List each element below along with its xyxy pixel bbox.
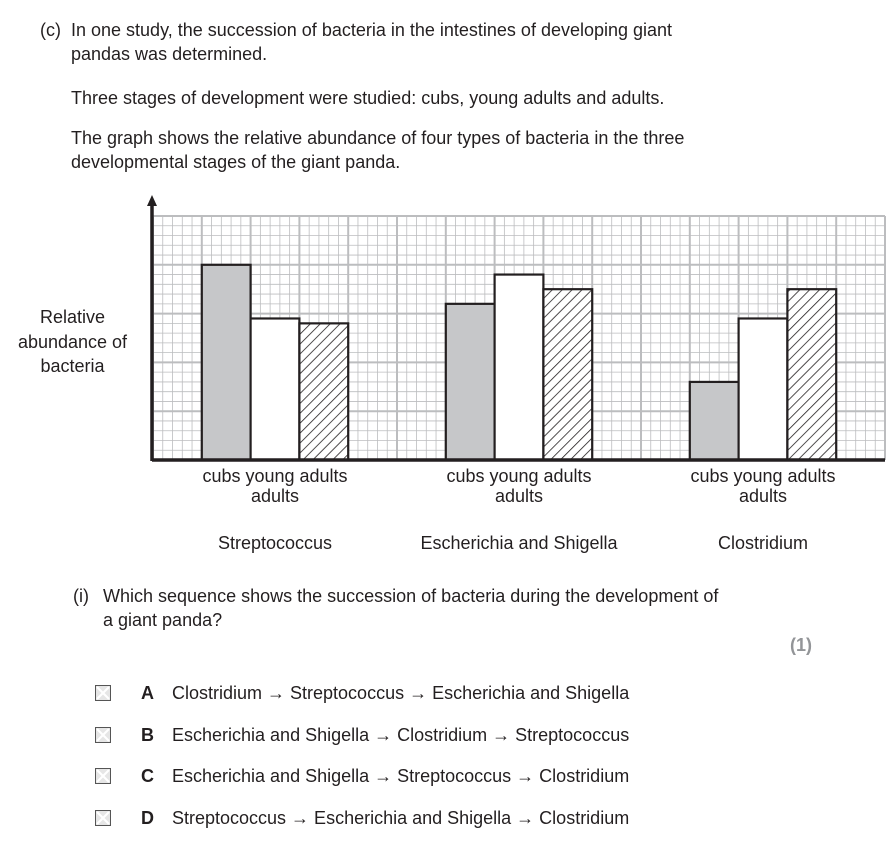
y-axis-label: Relative abundance of bacteria <box>0 305 145 379</box>
bar-adults <box>542 288 594 462</box>
option-letter: B <box>141 725 154 745</box>
stages-text: Three stages of development were studied… <box>71 88 665 108</box>
stage-labels-line-2: adults <box>250 486 300 506</box>
option-text: Clostridium → Streptococcus → Escherichi… <box>172 683 630 703</box>
answer-checkbox[interactable] <box>95 685 111 701</box>
bar-cubs <box>444 302 496 462</box>
graph-text-line-1: The graph shows the relative abundance o… <box>71 128 685 148</box>
category-label: Clostridium <box>717 533 809 553</box>
bar-cubs <box>200 263 252 462</box>
bar-chart <box>147 195 886 462</box>
y-label-line: bacteria <box>40 356 105 376</box>
bar-young-adults <box>249 317 301 462</box>
option-letter: C <box>141 766 154 786</box>
bar-adults <box>298 322 350 462</box>
option-letter: A <box>141 683 154 703</box>
part-label: (c) <box>40 20 61 40</box>
graph-text-line-2: developmental stages of the giant panda. <box>71 152 401 172</box>
marks: (1) <box>790 635 812 655</box>
intro-line-2: pandas was determined. <box>71 44 268 64</box>
stage-labels-line-2: adults <box>494 486 544 506</box>
stage-labels-line-2: adults <box>738 486 788 506</box>
cross-icon <box>96 728 110 742</box>
y-axis-arrow <box>147 195 157 206</box>
bar-young-adults <box>493 273 545 462</box>
cross-icon <box>96 769 110 783</box>
category-label: Streptococcus <box>217 533 333 553</box>
stage-labels-line-1: cubs young adults <box>202 466 348 486</box>
intro-line-1: In one study, the succession of bacteria… <box>71 20 673 40</box>
stage-labels-line-1: cubs young adults <box>446 466 592 486</box>
cross-icon <box>96 811 110 825</box>
answer-checkbox[interactable] <box>95 810 111 826</box>
stage-labels-line-1: cubs young adults <box>690 466 836 486</box>
option-text: Escherichia and Shigella → Clostridium →… <box>172 725 630 745</box>
answer-checkbox[interactable] <box>95 768 111 784</box>
bar-adults <box>786 288 838 462</box>
subquestion-line-1: Which sequence shows the succession of b… <box>103 586 719 606</box>
axes <box>147 195 885 462</box>
option-text: Escherichia and Shigella → Streptococcus… <box>172 766 630 786</box>
bar-cubs <box>688 380 740 462</box>
cross-icon <box>96 686 110 700</box>
option-letter: D <box>141 808 154 828</box>
subquestion-number: (i) <box>73 586 89 606</box>
bar-young-adults <box>737 317 789 462</box>
option-text: Streptococcus → Escherichia and Shigella… <box>172 808 630 828</box>
y-label-line: abundance of <box>17 331 128 352</box>
y-label-line: Relative <box>39 307 106 327</box>
answer-checkbox[interactable] <box>95 727 111 743</box>
category-label: Escherichia and Shigella <box>420 533 618 553</box>
subquestion-line-2: a giant panda? <box>103 610 223 630</box>
